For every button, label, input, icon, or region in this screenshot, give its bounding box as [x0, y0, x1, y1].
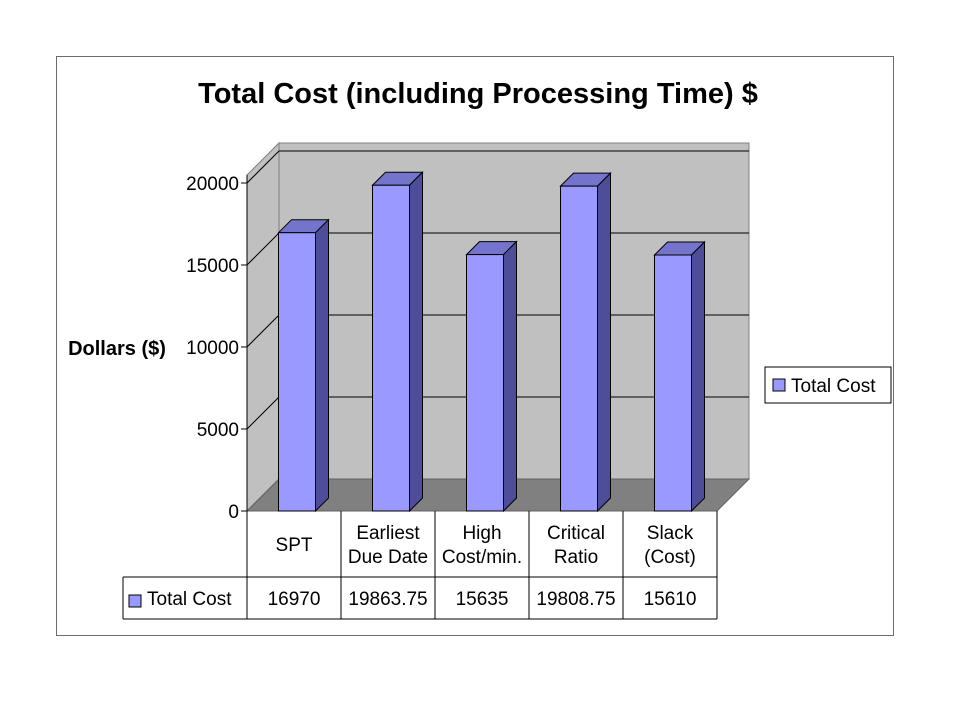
y-tick-label: 5000 [197, 420, 239, 441]
category-label: Slack [647, 523, 694, 544]
bar-front [278, 232, 316, 512]
legend: Total Cost [764, 366, 892, 404]
category-label: Cost/min. [442, 547, 522, 568]
bar-front [654, 254, 692, 512]
side-wall [246, 141, 280, 513]
chart-title: Total Cost (including Processing Time) $ [198, 78, 758, 110]
y-tick-label: 0 [228, 502, 239, 523]
bar [371, 171, 424, 513]
bar [653, 240, 706, 513]
bar-side [503, 240, 517, 513]
table-series-swatch [128, 594, 142, 608]
chart-canvas: Total Cost (including Processing Time) $… [68, 78, 892, 620]
bar-side [691, 240, 705, 513]
bar-side [315, 218, 329, 513]
data-label: 19863.75 [348, 589, 427, 610]
y-tick-label: 10000 [186, 338, 239, 359]
bar-front [466, 254, 504, 512]
category-label: Due Date [348, 547, 428, 568]
category-label: Ratio [554, 547, 598, 568]
legend-swatch [772, 378, 786, 392]
bar [277, 218, 330, 513]
data-label: 16970 [268, 589, 321, 610]
plot-area: 0 5000 10000 15000 20000 [186, 141, 751, 523]
bar-front [372, 184, 410, 512]
legend-box [764, 366, 892, 404]
bar-front [560, 185, 598, 512]
gridline-side [246, 150, 280, 184]
data-label: 15610 [644, 589, 697, 610]
category-label: SPT [276, 535, 313, 556]
category-label: High [462, 523, 501, 544]
gridline-side [246, 396, 280, 430]
y-tick-label: 20000 [186, 174, 239, 195]
data-label: 19808.75 [536, 589, 615, 610]
gridline-side [246, 314, 280, 348]
bar-side [597, 171, 611, 513]
data-table: SPT Earliest Due Date High Cost/min. Critical… [122, 511, 718, 620]
bar [465, 240, 518, 513]
gridline-side [246, 232, 280, 266]
bar-side [409, 171, 423, 513]
category-label: (Cost) [644, 547, 696, 568]
legend-entry: Total Cost [791, 376, 876, 397]
category-label: Earliest [356, 523, 420, 544]
y-axis-label: Dollars ($) [68, 338, 166, 360]
category-label: Critical [547, 523, 605, 544]
y-tick-label: 15000 [186, 256, 239, 277]
data-label: 15635 [456, 589, 509, 610]
bar [559, 171, 612, 513]
table-series-name: Total Cost [147, 589, 232, 610]
chart-frame: Total Cost (including Processing Time) $… [56, 56, 894, 636]
